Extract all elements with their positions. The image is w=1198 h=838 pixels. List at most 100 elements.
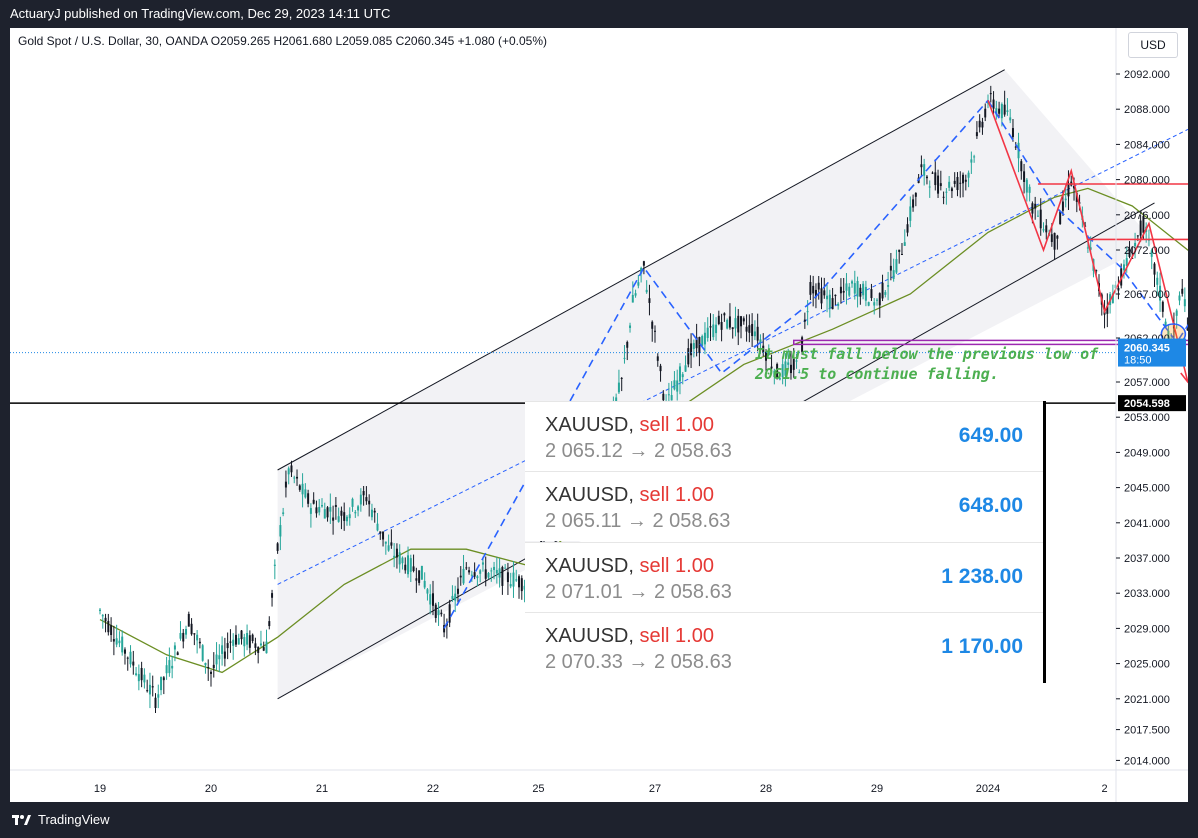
candle-body xyxy=(465,567,468,569)
time-tick-label: 22 xyxy=(427,783,439,795)
candle-body xyxy=(923,164,926,176)
candle-body xyxy=(701,336,704,346)
candle-body xyxy=(925,176,928,179)
trade-symbol: XAUUSD xyxy=(545,484,629,506)
candle-body xyxy=(1175,310,1178,316)
candle-countdown-label: 18:50 xyxy=(1124,355,1152,367)
candle-body xyxy=(384,541,387,544)
candle-body xyxy=(762,345,765,353)
candle-body xyxy=(1183,299,1186,307)
candle-body xyxy=(1028,186,1031,193)
candle-body xyxy=(1136,235,1139,237)
candle-body xyxy=(848,286,851,296)
candle-body xyxy=(504,567,507,569)
candle-body xyxy=(870,289,873,299)
candle-body xyxy=(967,172,970,178)
candle-body xyxy=(415,578,418,581)
candle-body xyxy=(379,531,382,534)
candle-body xyxy=(1031,203,1034,214)
candle-body xyxy=(315,507,318,514)
candle-body xyxy=(856,280,859,297)
candle-body xyxy=(357,506,360,511)
candle-body xyxy=(798,371,801,373)
trade-separator: , xyxy=(628,555,634,577)
candle-body xyxy=(690,343,693,356)
candle-body xyxy=(737,315,740,333)
candle-body xyxy=(479,570,482,574)
candle-body xyxy=(1122,264,1125,271)
candle-body xyxy=(826,295,829,300)
candle-body xyxy=(740,316,743,327)
candle-body xyxy=(817,282,820,290)
price-tick-label: 2067.000 xyxy=(1124,289,1170,301)
candle-body xyxy=(842,291,845,293)
candle-body xyxy=(115,638,118,645)
candle-body xyxy=(481,562,484,565)
candle-body xyxy=(859,287,862,297)
candle-body xyxy=(1125,258,1128,266)
candle-body xyxy=(803,319,806,322)
price-tick-label: 2037.000 xyxy=(1124,553,1170,565)
candle-body xyxy=(432,593,434,606)
candle-body xyxy=(362,491,365,496)
candle-body xyxy=(717,315,720,325)
candle-body xyxy=(495,569,498,574)
candle-body xyxy=(1006,110,1009,112)
trade-prices: 2 071.01 → 2 058.63 xyxy=(545,581,732,603)
candle-body xyxy=(928,186,931,188)
candle-body xyxy=(398,552,401,565)
candle-body xyxy=(210,671,212,674)
candle-body xyxy=(454,593,457,601)
candle-body xyxy=(426,589,429,594)
candle-body xyxy=(212,664,215,669)
candle-body xyxy=(878,293,881,306)
level-price-badge xyxy=(1118,395,1186,412)
candle-body xyxy=(326,507,329,518)
candle-body xyxy=(670,395,673,401)
candle-body xyxy=(179,632,182,639)
price-tick-label: 2084.000 xyxy=(1124,139,1170,151)
candle-body xyxy=(1117,288,1120,291)
candle-body xyxy=(143,674,146,683)
level-price-label: 2054.598 xyxy=(1124,398,1170,410)
candle-body xyxy=(778,378,781,380)
candle-body xyxy=(776,364,779,378)
price-tick-label: 2021.000 xyxy=(1124,694,1170,706)
candle-body xyxy=(1003,104,1006,115)
candle-body xyxy=(329,507,332,512)
candle-body xyxy=(862,283,865,296)
candle-body xyxy=(451,595,454,599)
trade-prices: 2 070.33 → 2 058.63 xyxy=(545,651,732,673)
candle-body xyxy=(226,643,229,649)
candle-body xyxy=(173,645,176,650)
candle-body xyxy=(284,481,287,488)
candle-body xyxy=(404,564,407,571)
annotation-line-2: 2061.5 to continue falling. xyxy=(755,365,999,383)
candle-body xyxy=(678,366,681,382)
footer-bar: TradingView xyxy=(0,802,1198,838)
candle-body xyxy=(981,121,984,128)
candle-body xyxy=(221,645,224,654)
currency-button[interactable]: USD xyxy=(1128,32,1178,58)
candle-body xyxy=(309,508,312,514)
candle-body xyxy=(370,509,373,518)
trade-pnl: 649.00 xyxy=(958,424,1023,447)
price-tick-label: 2041.000 xyxy=(1124,518,1170,530)
candle-body xyxy=(1095,270,1098,272)
candle-body xyxy=(642,261,645,266)
candle-body xyxy=(182,632,185,642)
candle-body xyxy=(787,362,790,365)
trade-row: XAUUSD, sell 1.00 2 070.33 → 2 058.63 1 … xyxy=(525,612,1043,682)
chart-area[interactable]: 2092.000 2088.000 2084.000 2080.000 2076.000… xyxy=(10,28,1188,802)
candle-body xyxy=(667,394,670,396)
candle-body xyxy=(998,108,1001,114)
price-tick-label: 2080.000 xyxy=(1124,175,1170,187)
price-chart[interactable]: 2092.000 2088.000 2084.000 2080.000 2076.000… xyxy=(10,28,1188,802)
candle-body xyxy=(171,665,174,669)
candle-body xyxy=(1014,146,1017,148)
candle-body xyxy=(673,380,676,390)
candle-body xyxy=(645,289,648,293)
candle-body xyxy=(262,647,265,651)
candle-body xyxy=(876,299,878,301)
candle-body xyxy=(123,649,126,654)
